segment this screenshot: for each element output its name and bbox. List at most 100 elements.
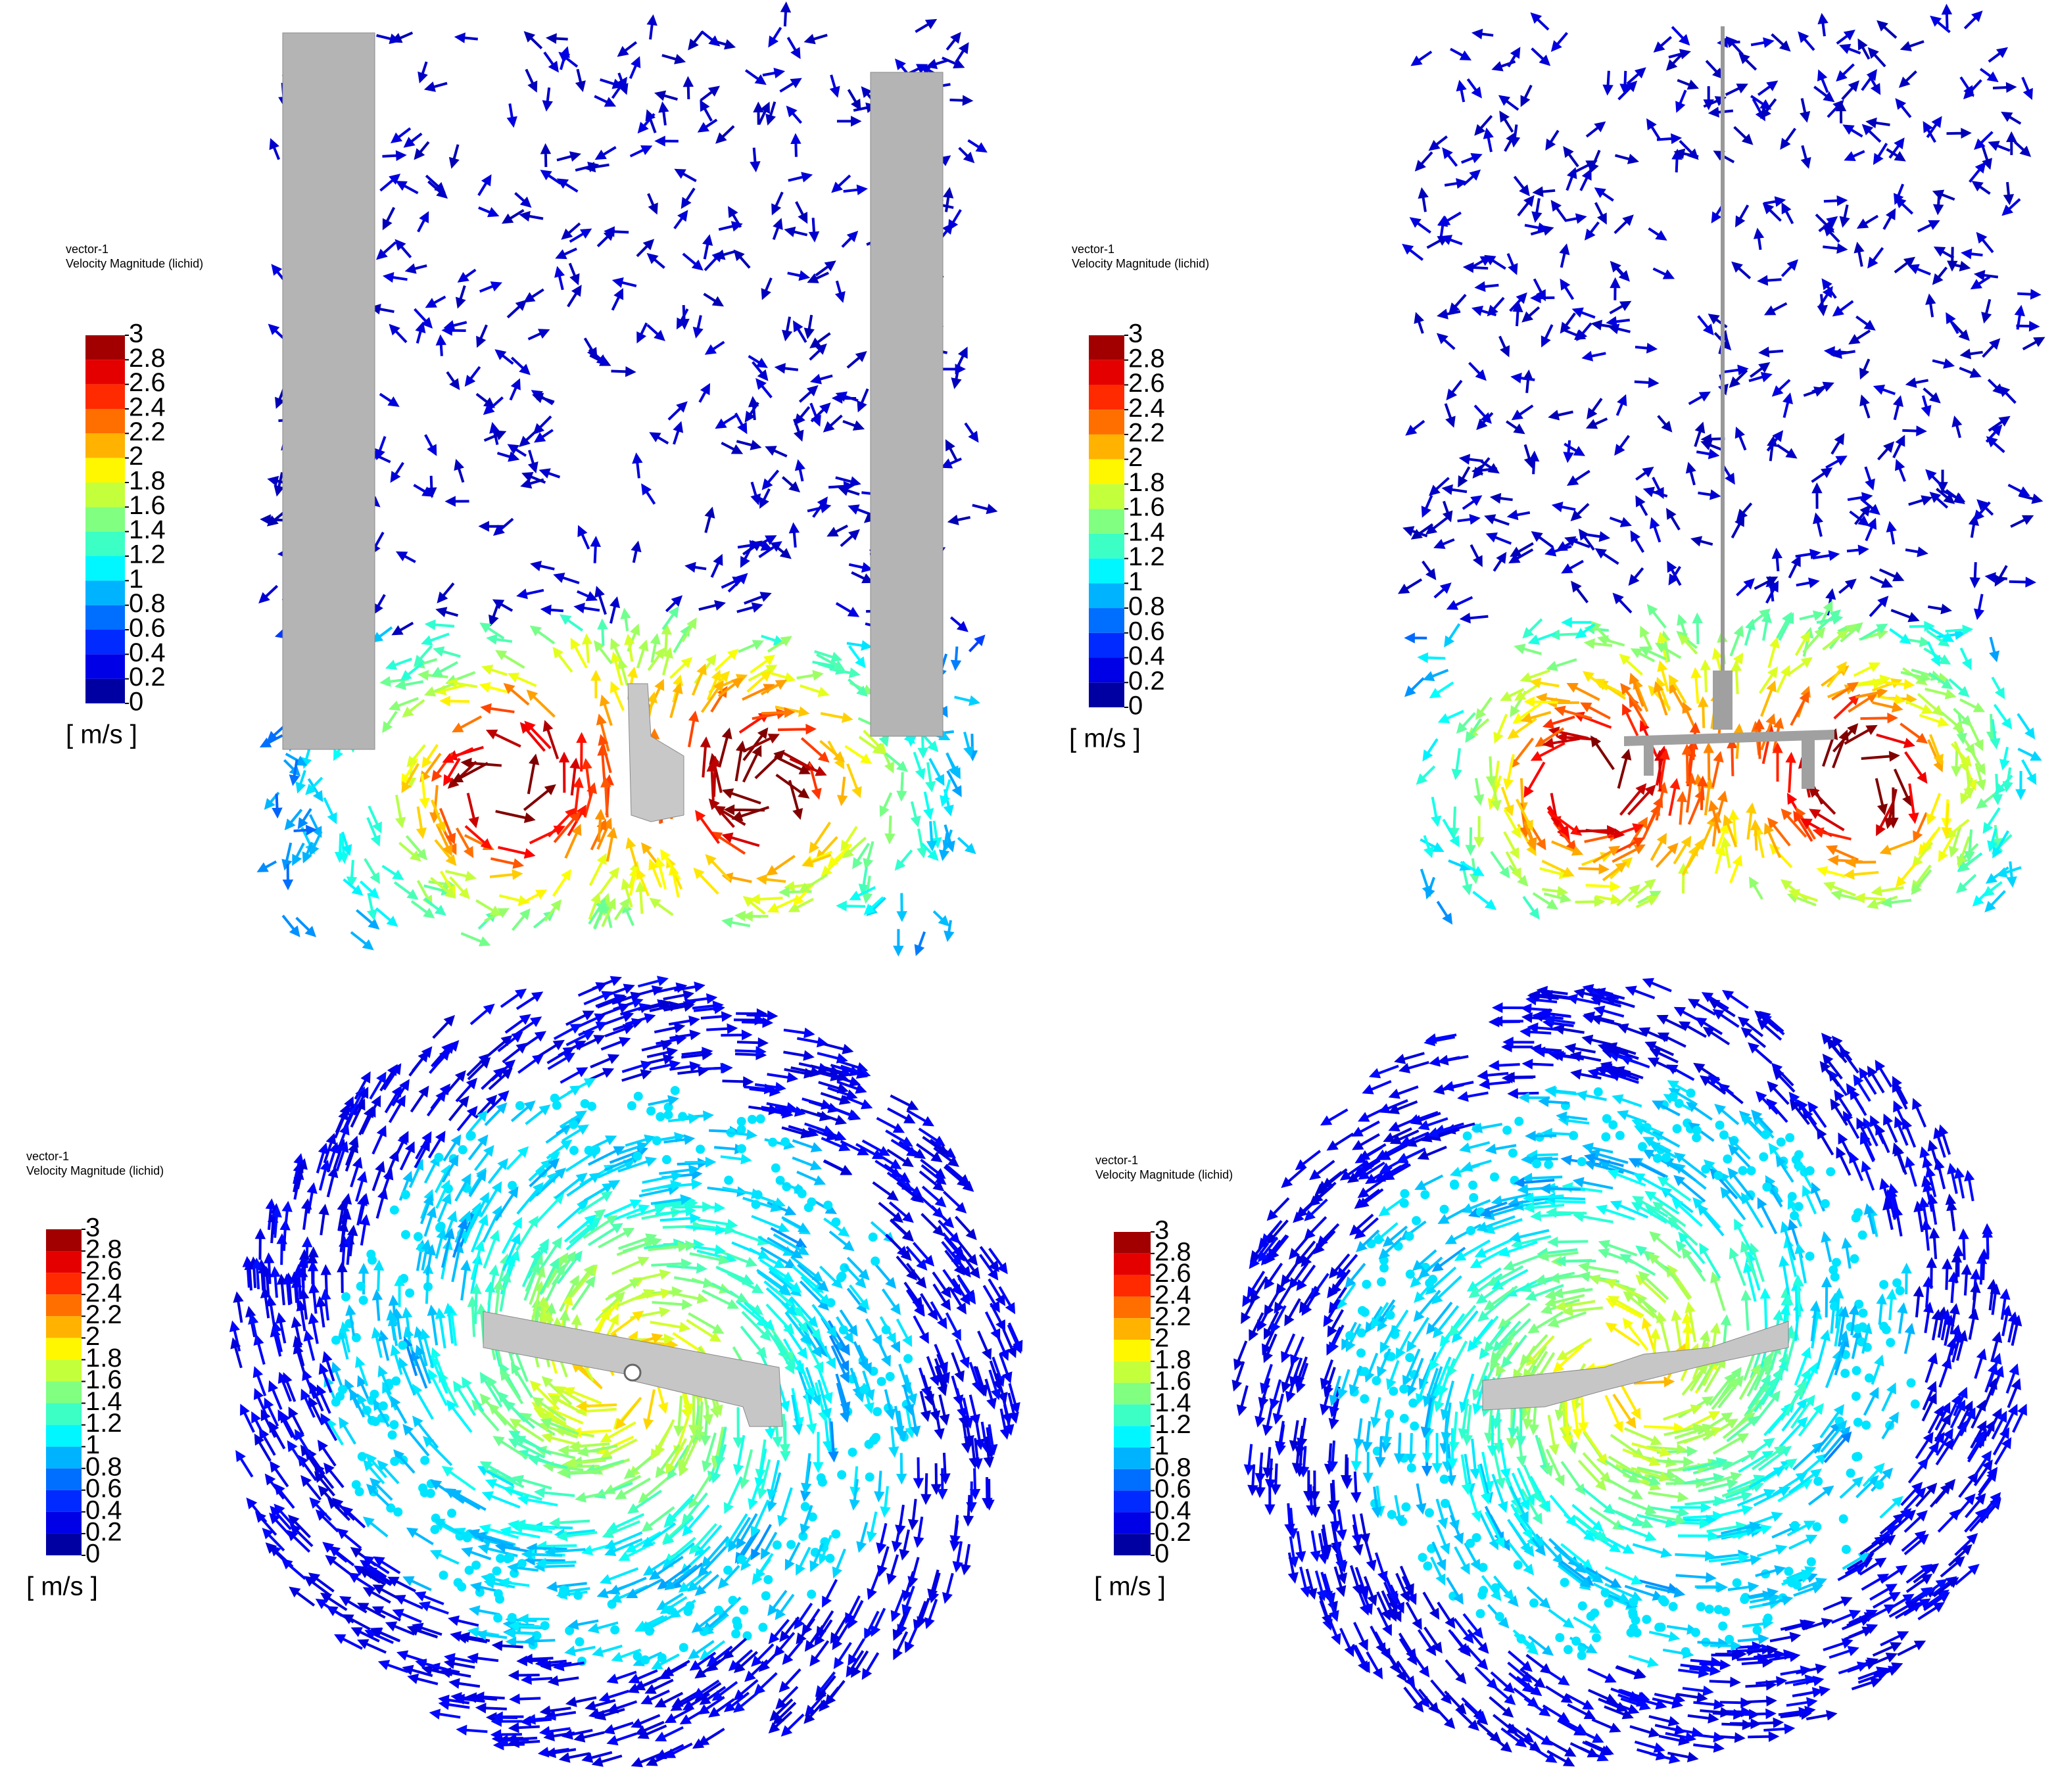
- vector-arrow: [1723, 364, 1749, 375]
- vector-arrow: [1632, 1543, 1673, 1558]
- vector-arrow: [884, 1164, 911, 1183]
- vector-arrow: [1521, 306, 1541, 323]
- vector-arrow: [637, 976, 669, 988]
- vector-arrow: [1609, 516, 1632, 527]
- vector-arrow: [960, 1252, 980, 1279]
- vector-dot: [1462, 1131, 1472, 1141]
- vector-arrow: [795, 200, 808, 224]
- vector-arrow: [1923, 387, 1941, 404]
- vector-arrow: [733, 1651, 758, 1674]
- vector-arrow: [798, 873, 828, 893]
- vector-arrow: [1925, 688, 1957, 699]
- vector-arrow: [1001, 1393, 1013, 1425]
- vector-arrow: [1935, 1438, 1954, 1466]
- vector-arrow: [1592, 845, 1621, 864]
- vector-arrow: [1587, 1668, 1617, 1683]
- vector-arrow: [1561, 617, 1591, 628]
- vector-arrow: [1471, 28, 1494, 39]
- vector-arrow: [352, 1087, 369, 1116]
- vector-arrow: [1817, 69, 1829, 93]
- vector-arrow: [1879, 839, 1914, 855]
- vector-arrow: [700, 680, 724, 713]
- vector-arrow: [1861, 1573, 1890, 1591]
- vector-arrow: [357, 1639, 387, 1654]
- vector-arrow: [1397, 578, 1423, 594]
- vector-arrow: [1556, 538, 1579, 552]
- vector-arrow: [1948, 824, 1963, 858]
- vector-arrow: [1782, 392, 1794, 418]
- vector-arrow: [1808, 786, 1836, 815]
- vector-arrow: [1838, 578, 1857, 594]
- vector-arrow: [1901, 1262, 1912, 1294]
- vector-arrow: [977, 1331, 992, 1360]
- vector-dot: [1861, 1420, 1871, 1430]
- vector-arrow: [673, 1276, 715, 1288]
- vector-arrow: [1894, 1116, 1909, 1146]
- vector-arrow: [490, 1716, 523, 1727]
- vector-arrow: [379, 392, 400, 408]
- vector-arrow: [571, 1275, 596, 1311]
- vector-arrow: [796, 670, 824, 681]
- vector-arrow: [932, 910, 950, 927]
- vector-dot: [1410, 1421, 1420, 1431]
- vector-arrow: [435, 1308, 446, 1349]
- vector-arrow: [827, 843, 853, 868]
- vector-arrow: [739, 1449, 753, 1490]
- vector-arrow: [1431, 1541, 1446, 1571]
- vector-arrow: [1602, 862, 1627, 882]
- vector-arrow: [694, 1574, 719, 1596]
- vector-arrow: [803, 34, 828, 45]
- vector-arrow: [1628, 1158, 1666, 1178]
- vector-arrow: [728, 1517, 752, 1553]
- vector-arrow: [1528, 450, 1540, 475]
- vector-arrow: [382, 150, 407, 161]
- vector-arrow: [248, 1313, 259, 1344]
- vector-arrow: [1462, 1613, 1484, 1639]
- vector-arrow: [783, 1027, 815, 1039]
- vector-arrow: [1608, 823, 1644, 839]
- vector-dot: [881, 1325, 891, 1334]
- vector-arrow: [1310, 1530, 1321, 1562]
- vector-arrow: [768, 1710, 793, 1734]
- vector-arrow: [282, 864, 294, 891]
- vector-arrow: [1795, 548, 1821, 560]
- vector-dot: [1385, 1409, 1395, 1419]
- vector-arrow: [1731, 261, 1752, 279]
- vector-arrow: [1485, 532, 1512, 545]
- vector-arrow: [2019, 493, 2044, 504]
- vector-arrow: [1855, 315, 1876, 331]
- vector-dot: [1466, 1226, 1475, 1236]
- vector-dot: [728, 1595, 738, 1605]
- vector-arrow: [863, 896, 884, 915]
- vector-arrow: [698, 1546, 727, 1578]
- vector-arrow: [1523, 821, 1537, 851]
- vector-arrow: [849, 885, 876, 901]
- vector-arrow: [1905, 1563, 1932, 1584]
- vector-arrow: [1466, 1267, 1502, 1292]
- vector-arrow: [594, 809, 606, 842]
- vector-arrow: [874, 1151, 902, 1169]
- vector-arrow: [540, 1418, 579, 1436]
- vector-arrow: [1974, 763, 1986, 791]
- vector-dot: [1468, 1180, 1478, 1190]
- vector-arrow: [441, 1227, 455, 1268]
- vector-arrow: [881, 1288, 901, 1315]
- vector-arrow: [872, 1181, 899, 1201]
- vector-arrow: [575, 1400, 617, 1412]
- vector-arrow: [1472, 891, 1497, 910]
- vector-arrow: [703, 293, 725, 307]
- vector-arrow: [857, 388, 869, 413]
- colorbar-tick-label: 0: [85, 1540, 100, 1568]
- vector-arrow: [673, 1396, 684, 1437]
- vector-arrow: [906, 1288, 925, 1317]
- vector-arrow: [1948, 1544, 1972, 1567]
- vector-arrow: [1940, 488, 1966, 502]
- vector-arrow: [1493, 1448, 1506, 1490]
- vector-arrow: [1932, 358, 1955, 369]
- vector-arrow: [492, 599, 514, 612]
- vector-arrow: [531, 1281, 545, 1321]
- vector-arrow: [434, 839, 457, 866]
- vector-arrow: [641, 1040, 673, 1052]
- vector-arrow: [700, 736, 711, 778]
- vector-arrow: [427, 1130, 446, 1159]
